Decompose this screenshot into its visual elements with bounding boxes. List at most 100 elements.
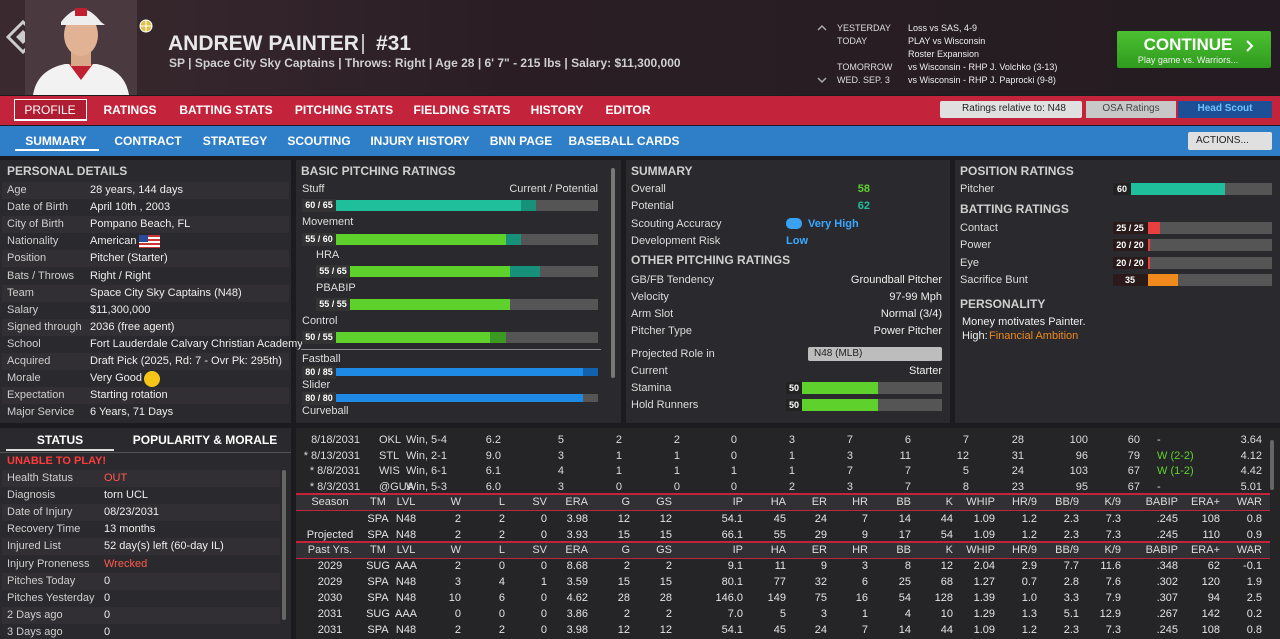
table-header: ERA+ — [1190, 544, 1220, 556]
table-cell: 9 — [861, 529, 868, 541]
status-label: Date of Injury — [7, 506, 73, 519]
actions-button[interactable] — [1188, 132, 1272, 150]
table-cell: 2.3 — [1063, 529, 1079, 541]
panel-title: PERSONAL DETAILS — [7, 164, 128, 178]
log-value: 0 — [673, 481, 680, 494]
table-cell: 12.9 — [1099, 608, 1121, 620]
table-cell: 3 — [820, 608, 827, 620]
table-cell: 4 — [498, 576, 505, 588]
table-cell: 1.29 — [973, 608, 995, 620]
status-tab[interactable]: POPULARITY & MORALE — [132, 433, 278, 447]
detail-value: Pompano Beach, FL — [90, 218, 191, 231]
log-value: 3 — [846, 449, 853, 462]
table-cell: -0.1 — [1243, 560, 1262, 572]
continue-arrow — [1246, 40, 1254, 52]
log-decision: - — [1157, 481, 1161, 494]
main-tab[interactable]: FIELDING STATS — [413, 103, 511, 117]
log-date: * 8/13/2031 — [303, 449, 360, 462]
log-value: 1 — [673, 465, 680, 478]
sub-tab[interactable]: CONTRACT — [114, 134, 182, 148]
bar-fill — [786, 382, 878, 394]
log-text: OKL — [379, 434, 402, 446]
scouting-value: Very High — [808, 218, 859, 230]
panel-title: BASIC PITCHING RATINGS — [301, 164, 456, 178]
table-rule — [296, 493, 1270, 495]
table-cell: 15 — [659, 529, 672, 541]
role-dropdown[interactable] — [808, 347, 942, 361]
detail-value: Starting rotation — [90, 389, 168, 402]
detail-label: Position — [7, 252, 47, 265]
table-cell: 108 — [1201, 624, 1220, 636]
sub-tab[interactable]: BASEBALL CARDS — [568, 134, 680, 148]
main-tab[interactable]: PROFILE — [24, 103, 76, 117]
log-value: 60 — [1127, 434, 1140, 446]
table-cell: 28 — [617, 592, 630, 604]
table-cell: 94 — [1207, 592, 1220, 604]
log-value: 96 — [1075, 449, 1088, 462]
sub-tab[interactable]: STRATEGY — [202, 134, 268, 148]
table-cell: 55 — [773, 529, 786, 541]
table-header: TM — [370, 544, 386, 556]
table-cell: 10 — [448, 592, 461, 604]
table-cell: 10 — [940, 608, 953, 620]
scout-icon — [786, 218, 802, 229]
sub-tab[interactable]: INJURY HISTORY — [370, 134, 470, 148]
table-cell: 1.09 — [973, 513, 995, 525]
table-cell: 1 — [861, 608, 868, 620]
main-tab[interactable]: RATINGS — [103, 103, 157, 117]
osa-button[interactable] — [1086, 101, 1176, 118]
main-tab[interactable]: EDITOR — [605, 103, 651, 117]
detail-label: Morale — [7, 372, 41, 385]
table-cell: 2.8 — [1063, 576, 1079, 588]
batting-name: Eye — [960, 256, 979, 269]
table-header: BABIP — [1145, 496, 1178, 508]
active-sub-tab — [15, 149, 99, 151]
status-value: 0 — [104, 591, 111, 604]
table-rule — [296, 541, 1270, 543]
table-header: K/9 — [1104, 496, 1121, 508]
rating-value: 55 / 65 — [319, 266, 347, 276]
table-cell: 2031 — [317, 624, 343, 636]
rating-box — [302, 392, 336, 405]
continue-button[interactable] — [1117, 31, 1271, 68]
detail-label: Nationality — [7, 235, 59, 248]
table-header: SV — [532, 544, 547, 556]
status-label: Pitches Today — [7, 574, 76, 587]
table-cell: 2.04 — [973, 560, 995, 572]
sub-tab[interactable]: SUMMARY — [25, 134, 87, 148]
player-info: SP | Space City Sky Captains | Throws: R… — [169, 56, 681, 70]
schedule-day: YESTERDAY — [837, 23, 891, 33]
table-header: IP — [732, 496, 743, 508]
table-header: BB — [896, 496, 911, 508]
player-number: #31 — [376, 32, 412, 55]
other-value: Power Pitcher — [873, 325, 942, 337]
table-header: WHIP — [966, 496, 995, 508]
table-cell: N48 — [395, 592, 417, 604]
log-decision: - — [1157, 434, 1161, 446]
personality-text: Money motivates Painter. — [962, 316, 1086, 328]
continue-label[interactable]: CONTINUE — [1143, 35, 1233, 54]
table-cell: 14 — [898, 513, 911, 525]
main-tab[interactable]: BATTING STATS — [179, 103, 273, 117]
log-value: 7 — [962, 434, 969, 446]
table-cell: 8 — [904, 560, 911, 572]
section-title: BATTING RATINGS — [960, 202, 1069, 216]
sub-tab[interactable]: BNN PAGE — [489, 134, 553, 148]
table-cell: SPA — [367, 529, 389, 541]
row-bg — [2, 216, 289, 234]
scout-button[interactable] — [1178, 101, 1272, 118]
log-value: 0 — [730, 481, 737, 494]
table-header: IP — [732, 544, 743, 556]
table-header: BB/9 — [1055, 496, 1079, 508]
status-tab[interactable]: STATUS — [36, 433, 84, 447]
table-header: HA — [770, 544, 786, 556]
rating-name: Fastball — [302, 353, 341, 365]
row-bg — [2, 353, 289, 370]
main-tab[interactable]: HISTORY — [530, 103, 584, 117]
main-tab[interactable]: PITCHING STATS — [294, 103, 394, 117]
table-header: W — [450, 544, 461, 556]
ratings-dropdown[interactable] — [940, 101, 1082, 118]
sub-tab[interactable]: SCOUTING — [287, 134, 351, 148]
table-cell: .267 — [1156, 608, 1178, 620]
rating-value: 60 / 65 — [305, 200, 333, 210]
